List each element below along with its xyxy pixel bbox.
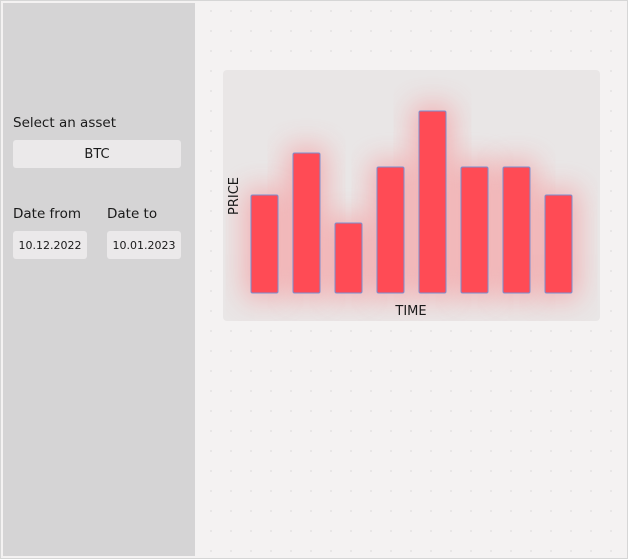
chart-bar[interactable] <box>460 166 489 294</box>
price-chart: PRICE TIME <box>223 70 600 321</box>
date-to-label: Date to <box>107 206 158 222</box>
chart-bar[interactable] <box>418 110 447 294</box>
asset-select[interactable]: BTC <box>13 140 181 168</box>
chart-bar[interactable] <box>334 222 363 294</box>
bar-chart-svg: PRICE TIME <box>227 105 578 319</box>
x-axis-label: TIME <box>394 304 426 319</box>
chart-bar[interactable] <box>376 166 405 294</box>
chart-bar[interactable] <box>502 166 531 294</box>
chart-bar[interactable] <box>292 152 321 294</box>
chart-bar[interactable] <box>544 194 573 294</box>
date-from-label: Date from <box>13 206 81 222</box>
asset-select-label: Select an asset <box>13 115 116 131</box>
chart-bar[interactable] <box>250 194 279 294</box>
y-axis-label: PRICE <box>227 177 242 215</box>
date-from-field[interactable]: 10.12.2022 <box>13 231 87 259</box>
date-to-field[interactable]: 10.01.2023 <box>107 231 181 259</box>
bar-layer <box>250 110 573 294</box>
sidebar: Select an asset BTC Date from Date to 10… <box>3 3 195 556</box>
